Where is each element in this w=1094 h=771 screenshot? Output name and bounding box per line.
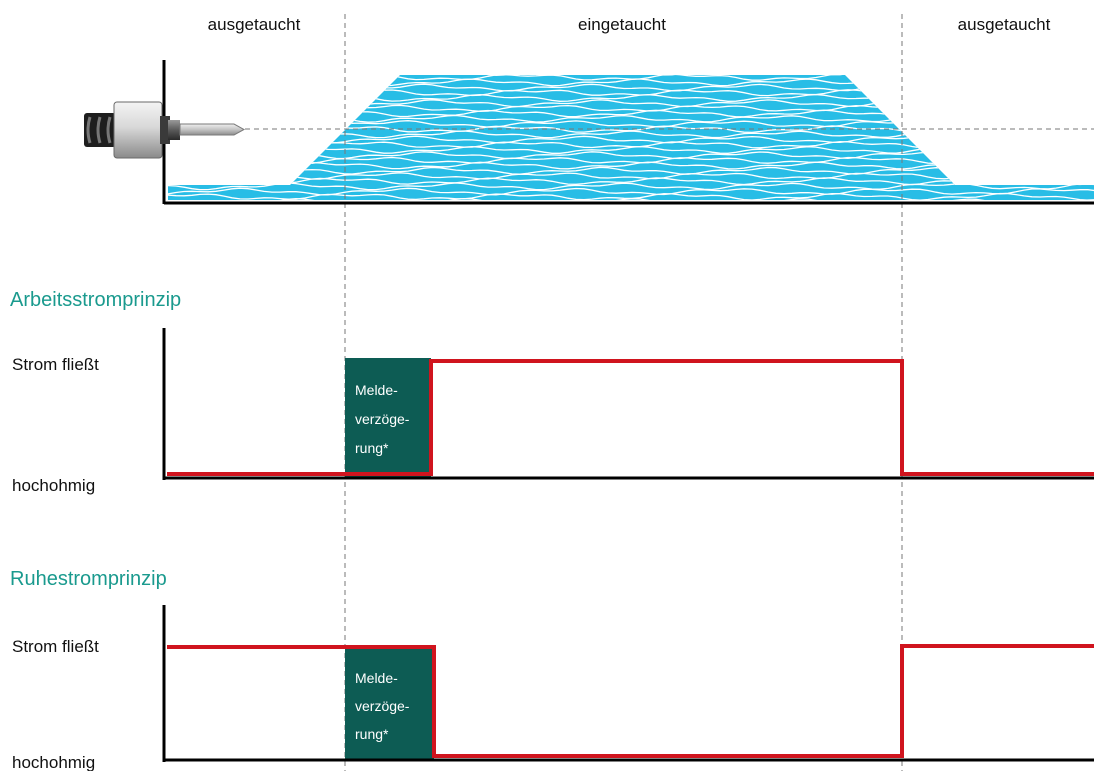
ruhe-low-label: hochohmig	[12, 753, 95, 771]
wave-line	[168, 187, 1094, 196]
level-probe-icon	[84, 101, 246, 159]
phase-label-middle: eingetaucht	[578, 15, 666, 34]
ruhe-signal-line	[167, 644, 1094, 758]
ruhe-high-label: Strom fließt	[12, 637, 99, 656]
phase-label-right: ausgetaucht	[958, 15, 1051, 34]
arbeits-low-label: hochohmig	[12, 476, 95, 495]
phase-label-left: ausgetaucht	[208, 15, 301, 34]
arbeits-high-label: Strom fließt	[12, 355, 99, 374]
ruhe-delay-line2: verzöge-	[355, 698, 410, 714]
wave-line	[168, 182, 1094, 191]
arbeits-delay-line2: verzöge-	[355, 411, 410, 427]
ruhe-delay-line3: rung*	[355, 726, 389, 742]
arbeits-delay-line1: Melde-	[355, 382, 398, 398]
ruhe-delay-line1: Melde-	[355, 670, 398, 686]
wave-line	[168, 197, 1094, 200]
arbeits-delay-line3: rung*	[355, 440, 389, 456]
arbeits-delay-box: Melde- verzöge- rung*	[345, 358, 431, 478]
ruhe-delay-box: Melde- verzöge- rung*	[345, 648, 434, 760]
wave-line	[168, 75, 1094, 77]
section-title-arbeitsstrom: Arbeitsstromprinzip	[10, 289, 181, 311]
section-title-ruhestrom: Ruhestromprinzip	[10, 568, 167, 590]
arbeits-signal-line	[167, 359, 1094, 476]
wave-line	[168, 177, 1094, 186]
water-body	[168, 75, 1094, 200]
wave-line	[168, 192, 1094, 200]
